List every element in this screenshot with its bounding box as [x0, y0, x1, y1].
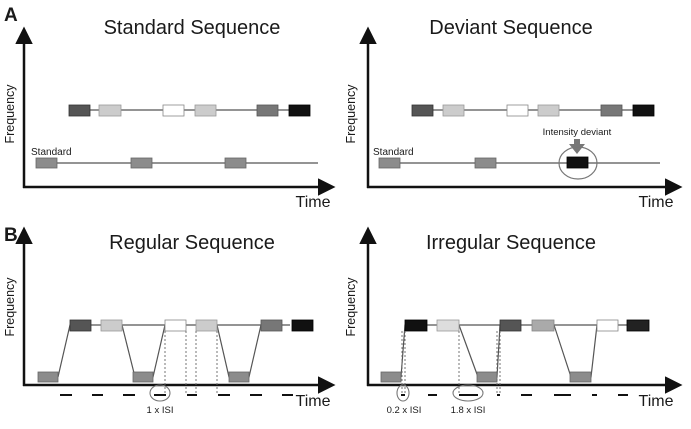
- regular-axes: [15, 226, 336, 394]
- standard-lower-tone-sequence: [35, 157, 318, 169]
- tone-block: [256, 104, 279, 117]
- tone-block: [132, 371, 154, 383]
- regular-sequence-title: Regular Sequence: [109, 232, 275, 254]
- deviant-standard-label: Standard: [373, 147, 414, 158]
- isi-label: 1 x ISI: [147, 405, 174, 416]
- tone-block: [380, 371, 402, 383]
- tone-block: [100, 319, 123, 332]
- tone-block: [626, 319, 650, 332]
- deviant-upper-tone-sequence: [411, 104, 655, 117]
- trace-dip-1: [121, 324, 166, 378]
- trace-upper: [400, 324, 638, 378]
- tone-block: [164, 319, 187, 332]
- tone-block: [506, 104, 529, 117]
- regular-y-axis-label: Frequency: [3, 277, 17, 337]
- tone-block: [228, 371, 250, 383]
- standard-y-axis-label: Frequency: [3, 84, 17, 144]
- tone-block: [476, 371, 498, 383]
- irregular-x-axis-label: Time: [639, 393, 674, 410]
- deviant-lower-tone-sequence: [378, 146, 660, 180]
- regular-tone-trace: [37, 319, 314, 383]
- panel-irregular-sequence: Irregular Sequence Frequency Time: [344, 226, 683, 416]
- tone-block: [537, 104, 560, 117]
- arrow-head: [569, 144, 585, 154]
- deviant-tone-block: [566, 156, 589, 169]
- deviant-sequence-title: Deviant Sequence: [429, 17, 592, 39]
- arrow-stem: [574, 139, 580, 145]
- irregular-y-axis-label: Frequency: [344, 277, 358, 337]
- tone-block: [632, 104, 655, 117]
- isi-long-label: 1.8 x ISI: [451, 405, 486, 416]
- tone-block: [288, 104, 311, 117]
- tone-block: [378, 157, 401, 169]
- standard-sequence-title: Standard Sequence: [104, 17, 281, 39]
- deviant-axes: [359, 26, 683, 196]
- tone-block: [224, 157, 247, 169]
- irregular-axes: [359, 226, 683, 394]
- tone-block: [68, 104, 91, 117]
- panel-standard-sequence: A Standard Sequence Frequency Time Stand…: [3, 5, 336, 211]
- standard-axes: [15, 26, 336, 196]
- isi-long-highlight-ellipse: [452, 384, 484, 402]
- tone-block: [411, 104, 434, 117]
- tone-block: [260, 319, 283, 332]
- regular-x-axis-label: Time: [296, 393, 331, 410]
- tone-block: [569, 371, 592, 383]
- panel-letter-b: B: [4, 225, 18, 246]
- tone-block: [436, 319, 460, 332]
- irregular-guide-lines: [401, 331, 501, 395]
- tone-block: [195, 319, 218, 332]
- tone-block: [162, 104, 185, 117]
- tone-block: [194, 104, 217, 117]
- tone-block: [37, 371, 59, 383]
- panel-letter-a: A: [4, 5, 18, 26]
- irregular-tone-trace: [380, 319, 650, 383]
- intensity-deviant-label: Intensity deviant: [543, 127, 612, 138]
- panel-regular-sequence: B Regular Sequence Frequency Time: [3, 225, 336, 416]
- deviant-x-axis-label: Time: [639, 194, 674, 211]
- trace-dip-2: [216, 324, 262, 378]
- intensity-deviant-arrow: [569, 139, 585, 154]
- tone-block: [35, 157, 58, 169]
- tone-block: [130, 157, 153, 169]
- standard-label: Standard: [31, 147, 72, 158]
- isi-short-highlight-ellipse: [396, 384, 410, 402]
- deviant-y-axis-label: Frequency: [344, 84, 358, 144]
- tone-block: [69, 319, 92, 332]
- irregular-sequence-title: Irregular Sequence: [426, 232, 596, 254]
- tone-block: [291, 319, 314, 332]
- standard-x-axis-label: Time: [296, 194, 331, 211]
- standard-upper-tone-sequence: [68, 104, 311, 117]
- trace-dip-2: [553, 324, 598, 378]
- tone-block: [600, 104, 623, 117]
- isi-highlight-ellipse: [149, 384, 171, 402]
- tone-block: [442, 104, 465, 117]
- tone-block: [499, 319, 522, 332]
- isi-short-label: 0.2 x ISI: [387, 405, 422, 416]
- tone-block: [474, 157, 497, 169]
- tone-block: [404, 319, 428, 332]
- deviant-highlight-ellipse: [558, 146, 598, 180]
- tone-block: [596, 319, 619, 332]
- tone-block: [531, 319, 555, 332]
- tone-block: [98, 104, 122, 117]
- trace-dip-1: [458, 324, 501, 378]
- regular-guide-lines: [164, 331, 218, 395]
- panel-deviant-sequence: Deviant Sequence Frequency Time Standard…: [344, 17, 683, 211]
